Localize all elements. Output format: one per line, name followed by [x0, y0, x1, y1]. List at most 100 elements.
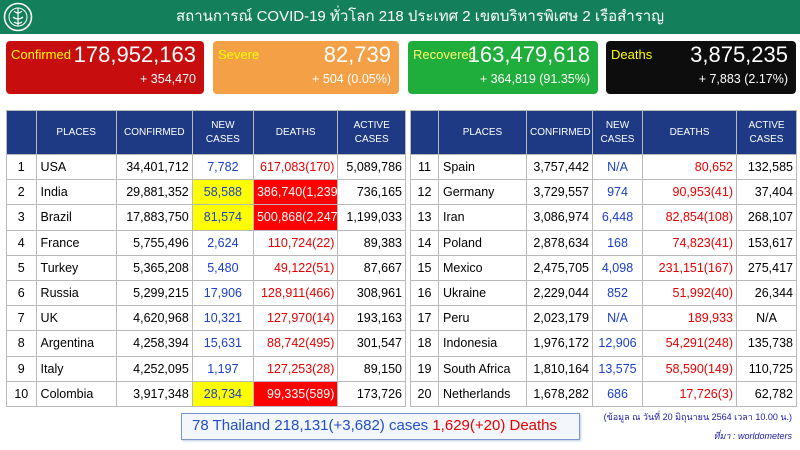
active-cases-cell: 62,782: [736, 380, 797, 407]
deaths-cell: 386,740(1,239): [252, 179, 339, 206]
confirmed-card: Confirmed 178,952,163 + 354,470: [6, 41, 204, 94]
confirmed-cell: 5,755,496: [115, 229, 193, 256]
place-cell: Brazil: [35, 204, 117, 231]
rank-cell: 7: [6, 305, 37, 332]
confirmed-cell: 3,729,557: [526, 179, 593, 206]
confirmed-cell: 1,810,164: [526, 355, 593, 382]
place-cell: France: [35, 229, 117, 256]
rank-cell: 6: [6, 279, 37, 307]
active-cases-cell: 268,107: [736, 204, 797, 231]
new-cases-cell: 168: [592, 229, 643, 256]
table-row: 7 UK 4,620,968 10,321 127,970(14) 193,163: [6, 305, 406, 332]
table-row: 1 USA 34,401,712 7,782 617,083(170) 5,089,786: [6, 153, 406, 181]
deaths-cell: 58,590(149): [642, 355, 737, 382]
active-cases-cell: 301,547: [337, 330, 406, 357]
data-timestamp-note: (ข้อมูล ณ วันที่ 20 มิถุนายน 2564 เวลา 1…: [603, 412, 792, 422]
new-cases-cell: 2,624: [191, 229, 254, 256]
confirmed-cell: 5,365,208: [115, 254, 193, 281]
table-row: 5 Turkey 5,365,208 5,480 49,122(51) 87,667: [6, 254, 406, 281]
deaths-cell: 17,726(3): [642, 380, 737, 407]
deaths-cell: 617,083(170): [252, 153, 339, 181]
rank-cell: 2: [6, 179, 37, 206]
confirmed-cell: 17,883,750: [115, 204, 193, 231]
table-header-row: PLACES CONFIRMED NEW CASES DEATHS ACTIVE C…: [6, 110, 406, 155]
severe-card: Severe 82,739 + 504 (0.05%): [213, 41, 399, 94]
table-row: 14 Poland 2,878,634 168 74,823(41) 153,617: [410, 229, 797, 256]
place-cell: Italy: [35, 355, 117, 382]
deaths-cell: 74,823(41): [642, 229, 737, 256]
rank-cell: 1: [6, 153, 37, 181]
confirmed-cell: 1,976,172: [526, 330, 593, 357]
active-cases-cell: 173,726: [337, 380, 406, 407]
place-cell: Indonesia: [438, 330, 527, 357]
rank-header: [6, 110, 37, 155]
confirmed-cell: 4,252,095: [115, 355, 193, 382]
active-cases-cell: 87,667: [337, 254, 406, 281]
active-cases-cell: 135,738: [736, 330, 797, 357]
rank-cell: 19: [410, 355, 439, 382]
table-header-row: PLACES CONFIRMED NEW CASES DEATHS ACTIVE C…: [410, 110, 797, 155]
new-cases-cell: 12,906: [592, 330, 643, 357]
table-row: 3 Brazil 17,883,750 81,574 500,868(2,247) 1,1…: [6, 204, 406, 231]
confirmed-cell: 2,475,705: [526, 254, 593, 281]
active-cases-header: ACTIVE CASES: [337, 110, 406, 155]
recovered-change: + 364,819 (91.35%): [479, 72, 590, 86]
place-cell: Iran: [438, 204, 527, 231]
active-cases-cell: 1,199,033: [337, 204, 406, 231]
new-cases-cell: 852: [592, 279, 643, 307]
place-cell: Colombia: [35, 380, 117, 407]
thailand-cases: 218,131(+3,682) cases: [274, 417, 429, 434]
new-cases-cell: 10,321: [191, 305, 254, 332]
active-cases-cell: 5,089,786: [337, 153, 406, 181]
new-cases-cell: N/A: [592, 153, 643, 181]
place-cell: Russia: [35, 279, 117, 307]
place-cell: Peru: [438, 305, 527, 332]
new-cases-cell: 15,631: [191, 330, 254, 357]
table-row: 18 Indonesia 1,976,172 12,906 54,291(248) 135…: [410, 330, 797, 357]
confirmed-header: CONFIRMED: [115, 110, 193, 155]
place-cell: South Africa: [438, 355, 527, 382]
recovered-card: Recovered 163,479,618 + 364,819 (91.35%): [408, 41, 598, 94]
rank-cell: 9: [6, 355, 37, 382]
active-cases-cell: 26,344: [736, 279, 797, 307]
confirmed-cell: 3,086,974: [526, 204, 593, 231]
rank-cell: 3: [6, 204, 37, 231]
recovered-value: 163,479,618: [467, 42, 590, 67]
table-row: 11 Spain 3,757,442 N/A 80,652 132,585: [410, 153, 797, 181]
header-bar: สถานการณ์ COVID-19 ทั่วโลก 218 ประเทศ 2 …: [0, 0, 800, 34]
confirmed-cell: 2,878,634: [526, 229, 593, 256]
page-title: สถานการณ์ COVID-19 ทั่วโลก 218 ประเทศ 2 …: [176, 8, 664, 25]
rank-cell: 17: [410, 305, 439, 332]
active-cases-cell: 89,383: [337, 229, 406, 256]
new-cases-cell: 4,098: [592, 254, 643, 281]
active-cases-cell: 308,961: [337, 279, 406, 307]
active-cases-cell: 110,725: [736, 355, 797, 382]
confirmed-cell: 2,023,179: [526, 305, 593, 332]
new-cases-cell: 13,575: [592, 355, 643, 382]
active-cases-cell: 736,165: [337, 179, 406, 206]
place-cell: USA: [35, 153, 117, 181]
confirmed-cell: 29,881,352: [115, 179, 193, 206]
place-cell: Argentina: [35, 330, 117, 357]
confirmed-change: + 354,470: [140, 72, 196, 86]
active-cases-cell: N/A: [736, 305, 797, 332]
active-cases-cell: 37,404: [736, 179, 797, 206]
confirmed-cell: 1,678,282: [526, 380, 593, 407]
place-cell: Mexico: [438, 254, 527, 281]
confirmed-header: CONFIRMED: [526, 110, 593, 155]
confirmed-cell: 3,757,442: [526, 153, 593, 181]
place-cell: Netherlands: [438, 380, 527, 407]
deaths-header: DEATHS: [642, 110, 737, 155]
confirmed-cell: 2,229,044: [526, 279, 593, 307]
place-cell: Poland: [438, 229, 527, 256]
active-cases-cell: 132,585: [736, 153, 797, 181]
thailand-rank-name: 78 Thailand: [192, 417, 271, 434]
confirmed-label: Confirmed: [11, 47, 71, 62]
severe-value: 82,739: [323, 42, 391, 67]
data-source: ที่มา : worldometers: [713, 431, 792, 441]
deaths-cell: 88,742(495): [252, 330, 339, 357]
deaths-value: 3,875,235: [690, 42, 788, 67]
deaths-label: Deaths: [611, 47, 653, 62]
table-row: 15 Mexico 2,475,705 4,098 231,151(167) 275,41…: [410, 254, 797, 281]
deaths-cell: 189,933: [642, 305, 737, 332]
